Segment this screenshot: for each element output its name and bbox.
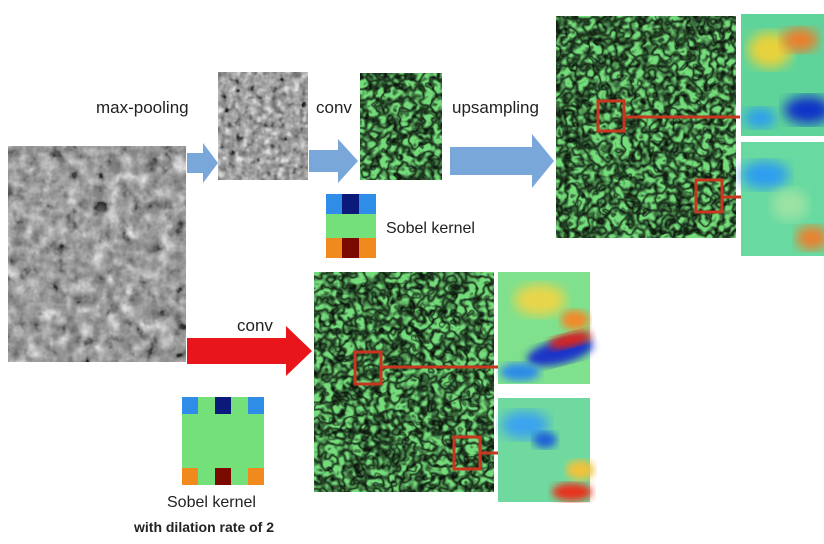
label-max-pooling: max-pooling xyxy=(96,98,189,117)
zoom-panel-top-1 xyxy=(741,14,824,136)
sobel-kernel-top xyxy=(326,194,376,258)
zoom-panel-bottom-2 xyxy=(498,398,594,502)
upsampled-feature-map xyxy=(556,16,736,238)
arrow-conv-top xyxy=(309,139,358,183)
dilated-feature-map xyxy=(314,272,494,492)
callout-bottom-1 xyxy=(353,350,498,386)
arrow-max-pooling xyxy=(187,143,218,183)
input-crowd-image xyxy=(8,146,186,362)
pooled-crowd-image xyxy=(218,72,308,180)
arrow-upsampling xyxy=(450,134,554,188)
zoom-panel-bottom-1 xyxy=(498,272,594,384)
arrow-conv-bottom xyxy=(187,326,312,376)
small-feature-map xyxy=(360,73,442,180)
label-upsampling: upsampling xyxy=(452,98,539,117)
label-sobel-kernel-top: Sobel kernel xyxy=(386,220,475,237)
callout-top-1 xyxy=(596,99,740,133)
label-sobel-kernel-bottom: Sobel kernel xyxy=(167,494,256,511)
label-conv-top: conv xyxy=(316,98,352,117)
zoom-panel-top-2 xyxy=(741,142,824,256)
callout-bottom-2 xyxy=(452,435,498,471)
sobel-kernel-dilated xyxy=(182,397,264,485)
label-conv-bottom: conv xyxy=(237,316,273,335)
label-dilation-rate: with dilation rate of 2 xyxy=(133,519,274,535)
callout-top-2 xyxy=(694,178,741,214)
